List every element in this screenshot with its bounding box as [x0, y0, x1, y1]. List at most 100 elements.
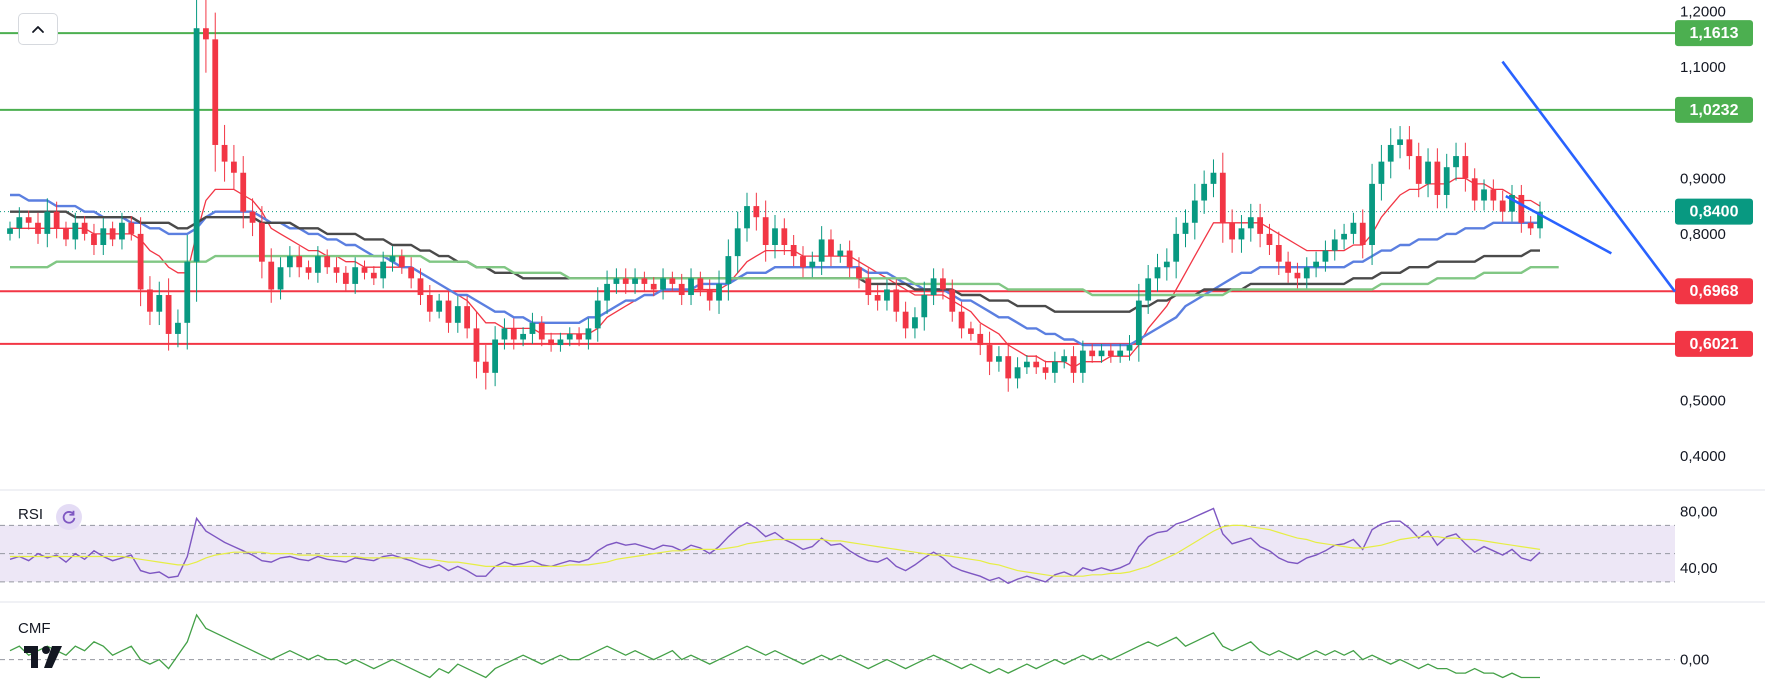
candle-body	[1275, 245, 1282, 262]
candle-body	[632, 278, 638, 284]
candle-body	[884, 289, 890, 301]
candle-body	[63, 228, 69, 240]
candle-body	[175, 322, 181, 334]
candle-body	[1509, 194, 1515, 212]
candle-body	[454, 306, 461, 323]
moving-average-line	[10, 177, 1541, 368]
candle-body	[604, 283, 610, 301]
candle-body	[445, 300, 452, 323]
candle-body	[753, 206, 760, 218]
candle-body	[1462, 156, 1469, 179]
candle-body	[1070, 356, 1077, 373]
candle-body	[1098, 350, 1105, 357]
candle-body	[837, 250, 844, 257]
candle-body	[147, 289, 153, 312]
rsi-axis-tick-label: 40,00	[1680, 560, 1718, 577]
candle-body	[706, 289, 713, 301]
price-axis-tick-label: 1,2000	[1680, 4, 1726, 21]
candle-body	[1481, 189, 1487, 201]
candle-body	[874, 295, 881, 301]
candle-body	[557, 339, 564, 346]
cmf-pane-label: CMF	[18, 620, 51, 637]
level-price-tag	[1675, 278, 1753, 305]
candle-body	[1145, 278, 1152, 301]
candle-body	[1257, 217, 1264, 234]
candle-body	[53, 211, 60, 229]
price-axis-tick-label: 0,8000	[1680, 226, 1726, 243]
candle-body	[1359, 222, 1366, 245]
candle-body	[1107, 350, 1114, 357]
candle-body	[193, 28, 200, 262]
candle-body	[231, 161, 237, 173]
candle-body	[352, 267, 359, 284]
candle-body	[781, 228, 788, 245]
candle-body	[1135, 300, 1142, 346]
candle-body	[1471, 178, 1478, 201]
candle-body	[846, 250, 853, 268]
candle-body	[1210, 172, 1217, 184]
candle-body	[212, 39, 219, 145]
cmf-series-line	[9, 613, 1540, 679]
candle-body	[492, 339, 499, 373]
candle-body	[221, 144, 228, 162]
candle-body	[1247, 217, 1254, 229]
candle-body	[1089, 350, 1096, 357]
candle-body	[342, 272, 349, 284]
candle-body	[613, 278, 620, 284]
candle-body	[380, 261, 387, 279]
candle-body	[1182, 222, 1189, 234]
candle-body	[1434, 161, 1441, 195]
candle-body	[436, 300, 443, 312]
price-axis-tick-label: 0,9000	[1680, 170, 1726, 187]
candle-body	[473, 328, 480, 362]
candle-body	[1042, 367, 1049, 373]
candle-body	[650, 283, 657, 290]
candle-body	[912, 317, 918, 329]
candle-body	[370, 272, 377, 279]
candle-body	[828, 239, 834, 257]
candle-body	[1331, 239, 1338, 251]
candle-body	[1117, 350, 1124, 357]
candle-body	[716, 283, 722, 301]
candle-body	[7, 228, 13, 234]
candle-body	[1499, 200, 1506, 212]
candle-body	[790, 245, 797, 257]
candle-body	[856, 267, 862, 279]
candle-body	[1518, 194, 1525, 223]
candle-body	[482, 361, 489, 373]
collapse-button[interactable]	[18, 13, 58, 45]
chevron-up-icon	[32, 26, 44, 33]
candle-body	[548, 339, 554, 346]
candle-body	[1490, 189, 1497, 201]
candle-body	[865, 278, 872, 296]
candle-body	[1537, 211, 1543, 229]
candle-body	[109, 228, 116, 240]
candle-body	[1527, 222, 1534, 229]
candle-body	[156, 295, 163, 312]
candle-body	[566, 333, 573, 340]
candle-body	[165, 295, 172, 334]
candle-body	[1415, 156, 1422, 184]
candle-body	[818, 239, 825, 262]
level-price-tag	[1675, 20, 1753, 47]
candle-body	[762, 217, 769, 245]
candle-body	[529, 322, 536, 334]
candle-body	[958, 311, 965, 329]
candle-body	[417, 278, 424, 296]
moving-average-line	[10, 254, 1559, 297]
candle-body	[1219, 172, 1226, 223]
candle-body	[91, 233, 97, 245]
candle-body	[296, 256, 303, 268]
candle-body	[1173, 233, 1180, 262]
candle-body	[16, 217, 23, 229]
candle-body	[203, 28, 209, 40]
candle-body	[1303, 267, 1310, 279]
candle-body	[137, 233, 144, 290]
refresh-icon[interactable]	[56, 504, 82, 530]
candle-body	[977, 333, 984, 346]
trendline	[1505, 194, 1612, 255]
level-price-label: 0,6021	[1690, 336, 1739, 353]
price-axis-tick-label: 0,5000	[1680, 393, 1726, 410]
candle-body	[72, 222, 79, 240]
